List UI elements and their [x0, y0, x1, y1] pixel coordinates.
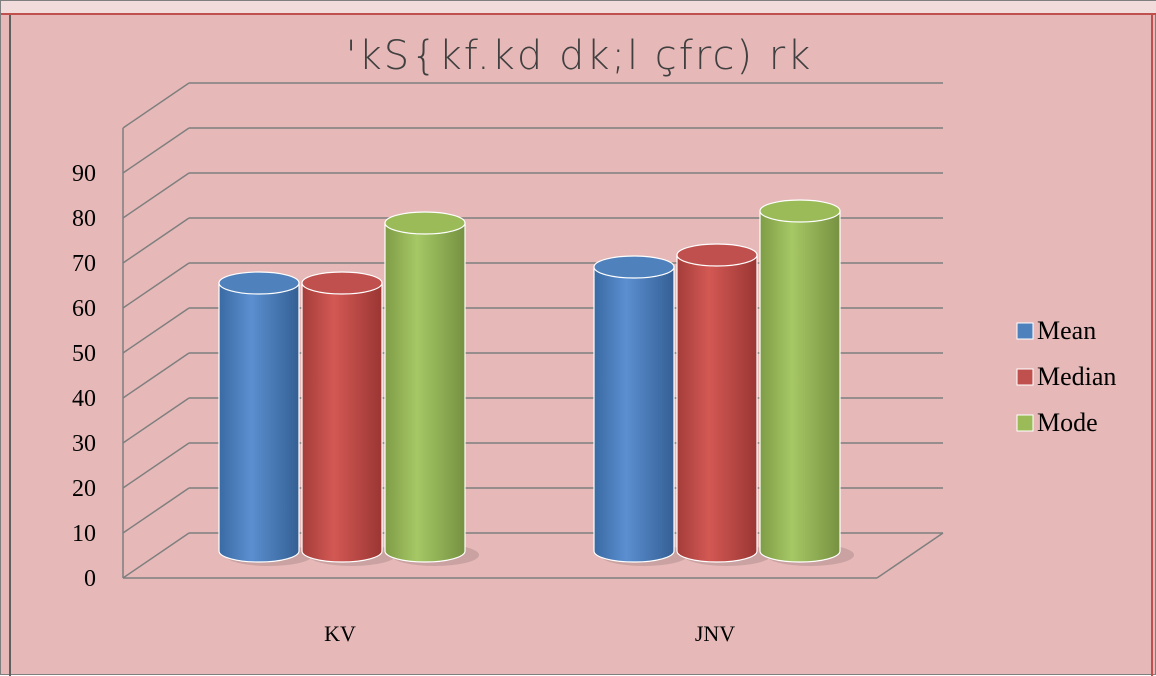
bar-top [759, 199, 841, 223]
bars [218, 199, 854, 566]
y-tick-label: 50 [72, 341, 96, 367]
bar-median-jnv [676, 243, 771, 566]
bar-mean-jnv [593, 255, 688, 566]
chart-title: 'kS{kf.kd dk;l çfrc) rk [346, 33, 813, 79]
legend: Mean Median Mode [1016, 316, 1116, 437]
bar-body [759, 210, 841, 563]
bar-mode-kv [384, 211, 479, 566]
side-gridline [122, 352, 190, 399]
legend-swatch [1016, 322, 1034, 340]
legend-swatch [1016, 414, 1034, 432]
right-border-rule [1151, 15, 1153, 676]
x-category-label: JNV [695, 621, 735, 646]
bar-top [301, 271, 383, 295]
bar-mode-jnv [759, 199, 854, 566]
side-gridline [122, 487, 190, 534]
side-gridline [122, 82, 190, 129]
bar-top [593, 255, 675, 279]
x-category-label: KV [324, 621, 356, 646]
side-gridline [122, 127, 190, 174]
bar-body [218, 282, 300, 563]
bar-top [384, 211, 466, 235]
y-tick-label: 10 [72, 521, 96, 547]
y-tick-label: 30 [72, 431, 96, 457]
floor-right-edge [876, 532, 944, 579]
bar-top [218, 271, 300, 295]
legend-label: Median [1037, 362, 1116, 391]
bar-body [676, 254, 758, 563]
legend-item-mode: Mode [1016, 408, 1098, 437]
x-axis-labels: KV JNV [324, 621, 735, 646]
y-tick-label: 0 [84, 566, 96, 592]
bar-body [593, 266, 675, 563]
side-gridline [122, 172, 190, 219]
top-border-band [1, 1, 1156, 15]
side-gridline [122, 217, 190, 264]
bar-body [384, 222, 466, 563]
legend-label: Mean [1037, 316, 1096, 345]
y-axis-ticks: 0 10 20 30 40 50 60 70 80 90 [72, 161, 96, 592]
bar-body [301, 282, 383, 563]
side-gridline [122, 442, 190, 489]
side-gridline [122, 397, 190, 444]
legend-item-mean: Mean [1016, 316, 1096, 345]
side-gridline [122, 307, 190, 354]
y-tick-label: 20 [72, 476, 96, 502]
legend-label: Mode [1037, 408, 1098, 437]
side-gridline [122, 532, 190, 579]
y-tick-label: 70 [72, 251, 96, 277]
legend-item-median: Median [1016, 362, 1116, 391]
bar-mean-kv [218, 271, 313, 566]
y-tick-label: 60 [72, 296, 96, 322]
legend-swatch [1016, 368, 1034, 386]
left-border-rule [9, 15, 11, 676]
y-tick-label: 80 [72, 206, 96, 232]
side-gridline [122, 262, 190, 309]
bar-median-kv [301, 271, 396, 566]
y-tick-label: 90 [72, 161, 96, 187]
bar-top [676, 243, 758, 267]
y-tick-label: 40 [72, 386, 96, 412]
